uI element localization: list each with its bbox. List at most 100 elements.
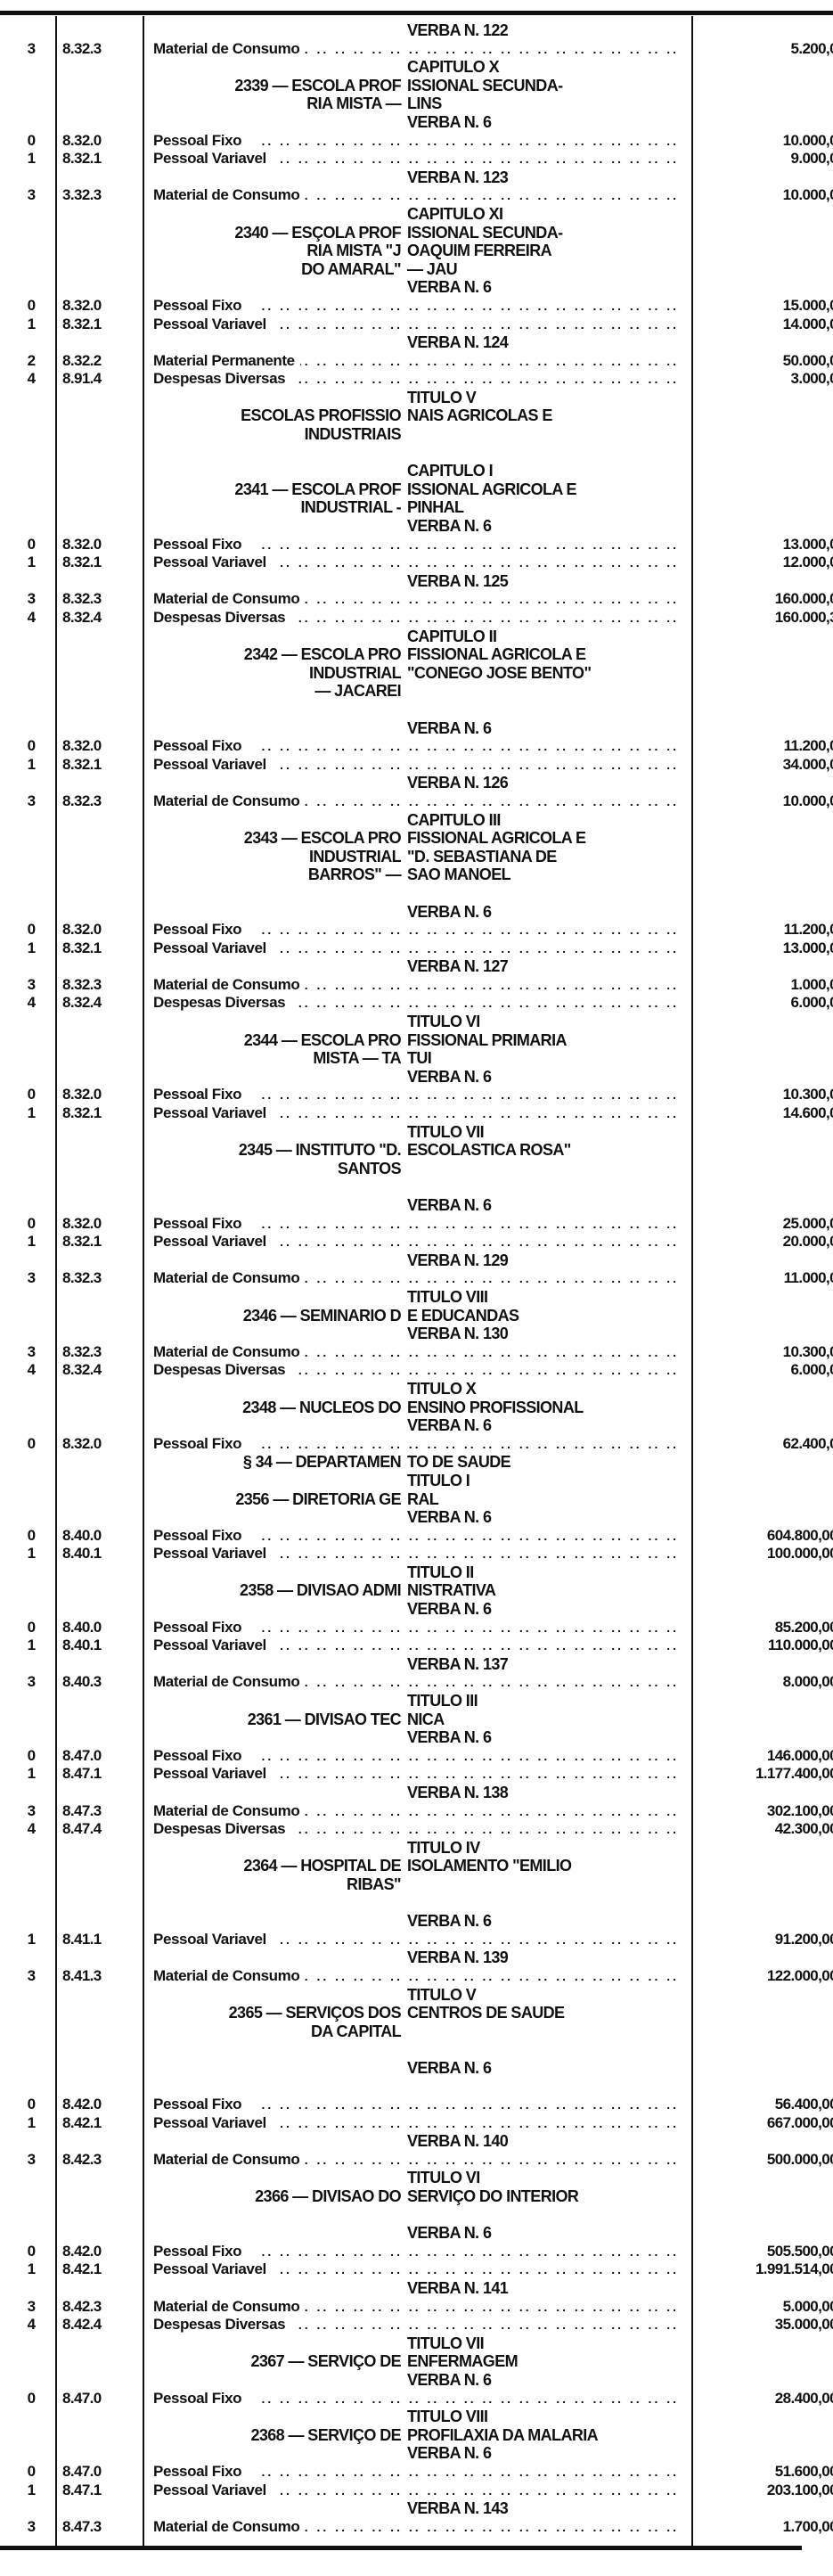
table-row: 0 8.47.0 .. .. .. .. .. .. .. .. .. .. .. … xyxy=(0,1746,833,1766)
dot-leader: .. .. .. .. .. .. .. .. .. .. .. .. .. .… xyxy=(261,1546,679,1562)
dot-leader: .. .. .. .. .. .. .. .. .. .. .. .. .. .… xyxy=(261,1363,679,1378)
table-row: 1 8.32.1 .. .. .. .. .. .. .. .. .. .. .. … xyxy=(0,150,833,168)
dot-leader: .. .. .. .. .. .. .. .. .. .. .. .. .. .… xyxy=(261,1344,679,1359)
section-heading: 2341 — ESCOLA PROF ISSIONAL AGRICOLA E xyxy=(0,480,833,499)
section-heading: VERBA N. 6 xyxy=(0,1196,833,1215)
table-row: 3 8.47.3 .. .. .. .. .. .. .. .. .. .. .. … xyxy=(0,2517,833,2537)
item-label: Material de Consumo xyxy=(153,39,306,59)
classification-code: 8.47.0 xyxy=(62,2462,102,2480)
amount-value: 160.000,3 xyxy=(774,609,833,626)
amount-value: 34.000,0 xyxy=(782,755,833,773)
table-row: 0 8.47.0 .. .. .. .. .. .. .. .. .. .. .. … xyxy=(0,2462,833,2482)
element-digit: 3 xyxy=(27,1269,36,1287)
item-label: Pessoal Variavel xyxy=(153,1545,272,1563)
heading-right-text: E EDUCANDAS xyxy=(407,1306,519,1325)
item-label: Pessoal Fixo xyxy=(153,1618,248,1637)
classification-code: 8.32.0 xyxy=(62,1214,102,1232)
element-digit: 3 xyxy=(27,186,36,204)
amount-value: 500.000,00 xyxy=(766,2150,833,2168)
item-label: Pessoal Variavel xyxy=(153,2113,272,2133)
section-heading: VERBA N. 6 xyxy=(0,1728,833,1747)
dot-leader: .. .. .. .. .. .. .. .. .. .. .. .. .. .… xyxy=(261,1932,679,1947)
heading-right-text: PROFILAXIA DA MALARIA xyxy=(407,2425,599,2444)
section-heading: 2346 — SEMINARIO D E EDUCANDAS xyxy=(0,1307,833,1325)
table-row: 3 8.32.3 .. .. .. .. .. .. .. .. .. .. .. … xyxy=(0,39,833,59)
element-digit: 1 xyxy=(27,150,36,168)
element-digit: 4 xyxy=(27,370,36,388)
heading-right-text: CAPITULO III xyxy=(407,810,501,829)
classification-code: 8.47.1 xyxy=(62,2481,102,2498)
heading-right-text: VERBA N. 6 xyxy=(407,1416,492,1435)
dot-leader: .. .. .. .. .. .. .. .. .. .. .. .. .. .… xyxy=(261,1106,679,1121)
classification-code: 8.32.2 xyxy=(62,351,102,369)
classification-code: 8.32.1 xyxy=(62,755,102,773)
amount-value: 6.000,0 xyxy=(790,994,833,1012)
heading-left-text: BARROS" — xyxy=(307,866,402,884)
heading-right-text: TITULO V xyxy=(407,1985,477,2004)
table-row: 3 8.32.3 .. .. .. .. .. .. .. .. .. .. .. … xyxy=(0,1269,833,1288)
element-digit: 4 xyxy=(27,609,36,626)
heading-right-text: ISOLAMENTO "EMILIO xyxy=(407,1857,572,1875)
element-digit: 0 xyxy=(27,1214,36,1232)
dot-leader: .. .. .. .. .. .. .. .. .. .. .. .. .. .… xyxy=(261,940,679,956)
item-label: Material de Consumo xyxy=(153,792,306,811)
dot-leader: .. .. .. .. .. .. .. .. .. .. .. .. .. .… xyxy=(261,2115,679,2130)
spacer xyxy=(0,701,833,719)
section-heading: 2358 — DIVISAO ADMI NISTRATIVA xyxy=(0,1581,833,1600)
item-label: Despesas Diversas xyxy=(153,1820,291,1839)
classification-code: 8.42.1 xyxy=(62,2260,102,2278)
item-label: Material de Consumo xyxy=(153,1342,306,1362)
item-label: Pessoal Fixo xyxy=(153,1434,248,1454)
amount-value: 302.100,00 xyxy=(766,1801,833,1819)
section-heading: DA CAPITAL xyxy=(0,2022,833,2041)
element-digit: 1 xyxy=(27,939,36,956)
amount-value: 203.100,00 xyxy=(766,2481,833,2498)
heading-left-text: 2348 — NUCLEOS DO xyxy=(242,1398,401,1416)
section-heading: INDUSTRIAL - PINHAL xyxy=(0,498,833,517)
table-row: 1 8.32.1 .. .. .. .. .. .. .. .. .. .. .. … xyxy=(0,1233,833,1251)
table-row: 1 8.41.1 .. .. .. .. .. .. .. .. .. .. .. … xyxy=(0,1930,833,1949)
classification-code: 8.47.1 xyxy=(62,1765,102,1783)
heading-right-text: FISSIONAL AGRICOLA E xyxy=(407,829,586,848)
element-digit: 3 xyxy=(27,1966,36,1984)
element-digit: 3 xyxy=(27,39,36,57)
classification-code: 8.40.3 xyxy=(62,1673,102,1691)
amount-value: 146.000,00 xyxy=(766,1746,833,1764)
heading-left-text: 2344 — ESCOLA PRO xyxy=(243,1030,402,1049)
heading-right-text: VERBA N. 141 xyxy=(407,2279,509,2298)
dot-leader: .. .. .. .. .. .. .. .. .. .. .. .. .. .… xyxy=(261,298,679,313)
spacer xyxy=(0,444,833,463)
dot-leader: .. .. .. .. .. .. .. .. .. .. .. .. .. .… xyxy=(261,1748,679,1763)
dot-leader: .. .. .. .. .. .. .. .. .. .. .. .. .. .… xyxy=(261,2152,679,2167)
heading-right-text: FISSIONAL PRIMARIA xyxy=(407,1030,567,1049)
amount-value: 56.400,00 xyxy=(774,2096,833,2113)
section-heading: VERBA N. 6 xyxy=(0,1416,833,1435)
dot-leader: .. .. .. .. .. .. .. .. .. .. .. .. .. .… xyxy=(261,1968,679,1983)
classification-code: 8.32.1 xyxy=(62,150,102,168)
classification-code: 8.47.0 xyxy=(62,2389,102,2407)
heading-right-text: CAPITULO I xyxy=(407,462,494,480)
section-heading: VERBA N. 141 xyxy=(0,2279,833,2298)
dot-leader: .. .. .. .. .. .. .. .. .. .. .. .. .. .… xyxy=(261,1803,679,1818)
dot-leader: .. .. .. .. .. .. .. .. .. .. .. .. .. .… xyxy=(261,1271,679,1286)
section-heading: VERBA N. 6 xyxy=(0,517,833,536)
amount-value: 51.600,00 xyxy=(774,2462,833,2480)
section-heading: BARROS" — SAO MANOEL xyxy=(0,866,833,884)
item-label: Pessoal Variavel xyxy=(153,1637,272,1655)
heading-left-text: 2365 — SERVIÇOS DOS xyxy=(228,2004,402,2022)
classification-code: 8.32.4 xyxy=(62,994,102,1012)
section-heading: VERBA N. 6 xyxy=(0,113,833,132)
classification-code: 8.32.1 xyxy=(62,939,102,956)
section-heading: 2364 — HOSPITAL DE ISOLAMENTO "EMILIO xyxy=(0,1857,833,1875)
heading-left-text: 2358 — DIVISAO ADMI xyxy=(240,1581,402,1600)
element-digit: 1 xyxy=(27,1765,36,1783)
heading-right-text: ISSIONAL SECUNDA- xyxy=(407,76,563,94)
element-digit: 1 xyxy=(27,554,36,571)
element-digit: 1 xyxy=(27,315,36,332)
heading-right-text: VERBA N. 6 xyxy=(407,517,492,536)
item-label: Pessoal Variavel xyxy=(153,315,272,334)
section-heading: TITULO IV xyxy=(0,1839,833,1858)
section-heading: VERBA N. 123 xyxy=(0,168,833,187)
section-heading: VERBA N. 130 xyxy=(0,1325,833,1343)
section-heading: VERBA N. 125 xyxy=(0,572,833,591)
